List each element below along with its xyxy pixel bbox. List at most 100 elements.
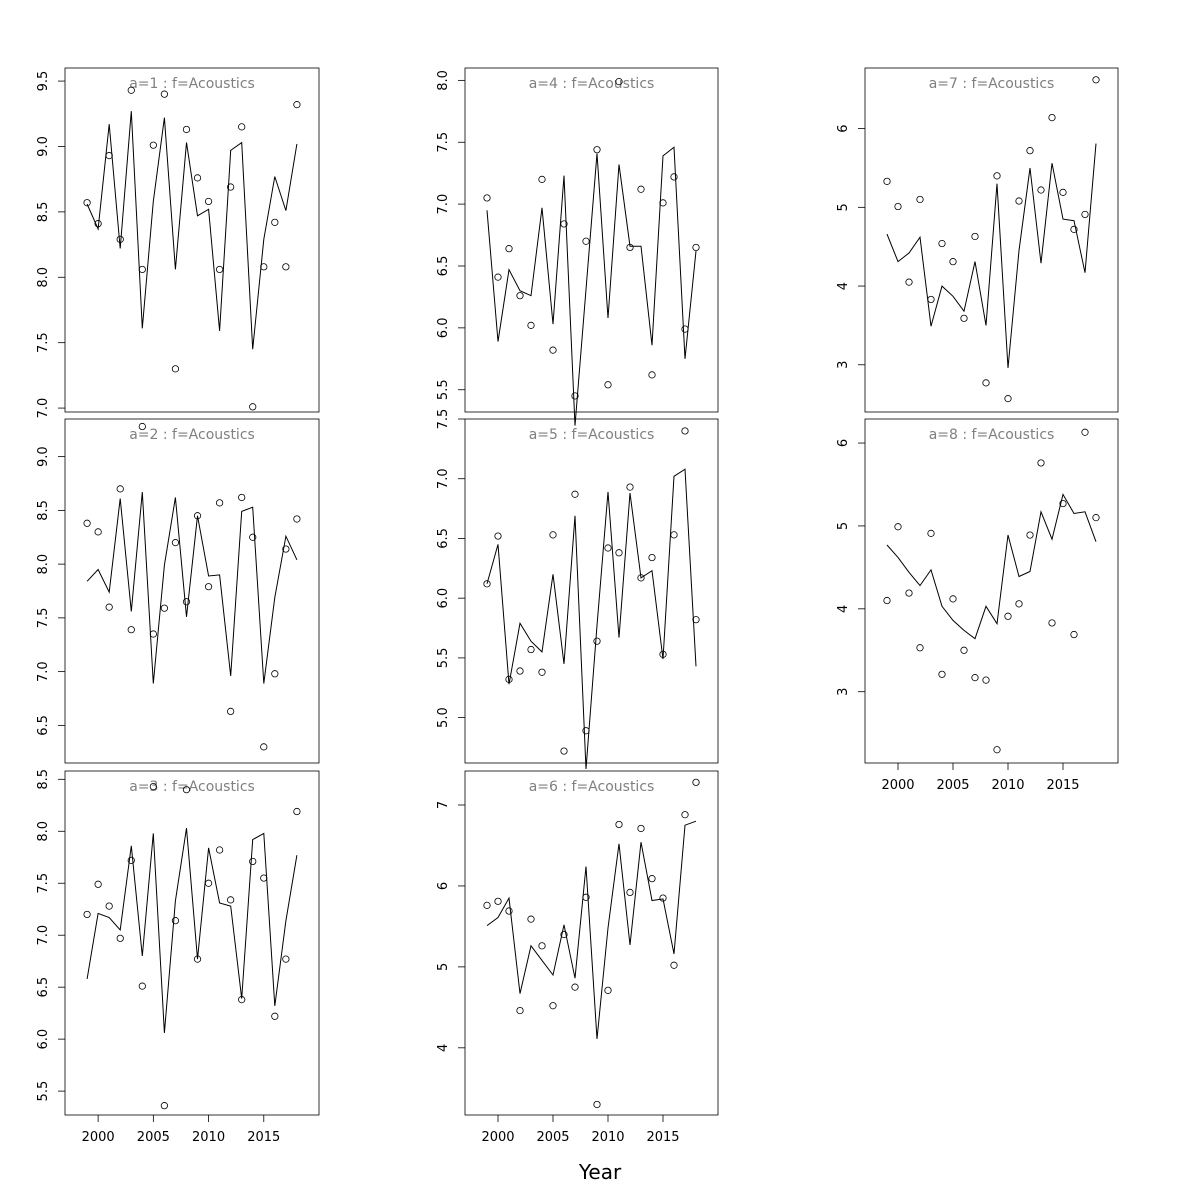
data-point (138, 982, 146, 990)
data-point (149, 630, 157, 638)
data-point (538, 175, 546, 183)
data-point (271, 670, 279, 678)
data-point (182, 125, 191, 134)
x-tick-label: 2015 (646, 1130, 679, 1145)
data-point (516, 292, 524, 300)
plot-frame (64, 418, 320, 764)
data-point (971, 232, 979, 241)
x-tick-label: 2005 (936, 778, 969, 793)
y-tick-label: 4 (836, 282, 851, 290)
data-point (94, 528, 102, 536)
y-tick-label: 8.0 (436, 70, 451, 91)
data-point (260, 874, 268, 882)
fitted-line (86, 111, 298, 350)
panel-title: a=8 : f=Acoustics (929, 427, 1055, 443)
y-tick-label: 5.5 (436, 648, 451, 669)
data-point (692, 243, 700, 252)
data-point (582, 727, 590, 735)
data-point (1004, 612, 1012, 620)
panel-title: a=7 : f=Acoustics (929, 76, 1055, 92)
data-point (883, 596, 891, 605)
x-tick-label: 2010 (591, 1130, 624, 1145)
data-point (626, 483, 634, 491)
data-point (549, 531, 557, 539)
y-tick-label: 6.0 (436, 588, 451, 609)
data-point (637, 574, 645, 582)
panel-title: a=1 : f=Acoustics (129, 76, 255, 92)
data-point (659, 650, 667, 658)
fitted-line (486, 820, 697, 1039)
data-point (516, 667, 524, 675)
data-point (659, 199, 667, 207)
data-point (648, 553, 656, 562)
plot-frame (864, 67, 1119, 413)
data-point (670, 961, 678, 969)
data-point (238, 123, 246, 131)
data-point (927, 529, 935, 537)
data-point (1092, 76, 1100, 84)
fitted-line (886, 493, 1097, 640)
data-point (505, 675, 513, 683)
x-axis-label: Year (578, 1160, 622, 1184)
y-tick-label: 7.0 (36, 398, 51, 419)
plot-frame (464, 67, 719, 413)
y-tick-label: 7.5 (36, 608, 51, 629)
x-tick-label: 2000 (82, 1130, 115, 1145)
panel-title: a=2 : f=Acoustics (129, 427, 255, 443)
data-point (692, 616, 700, 624)
data-point (260, 743, 268, 751)
data-point (83, 199, 91, 207)
data-point (1070, 630, 1078, 639)
y-tick-label: 5 (436, 963, 451, 971)
panel-1: a=1 : f=Acoustics 7.0 7.5 8.0 8.5 9.0 9.5 (36, 67, 320, 419)
data-point (1026, 147, 1034, 155)
y-tick-label: 4 (436, 1044, 451, 1052)
data-point (1081, 210, 1089, 219)
data-point (960, 646, 968, 654)
data-point (193, 512, 202, 520)
data-point (105, 902, 113, 910)
data-point (483, 580, 491, 588)
data-point (993, 746, 1001, 754)
data-point (249, 533, 257, 541)
data-point (905, 589, 913, 597)
panel-title: a=6 : f=Acoustics (529, 779, 655, 795)
y-tick-label: 7.5 (436, 132, 451, 153)
y-tick-label: 6 (836, 124, 851, 132)
data-point (105, 603, 113, 611)
data-point (204, 583, 213, 591)
y-tick-label: 7.5 (436, 409, 451, 430)
data-point (227, 707, 235, 716)
data-point (494, 897, 502, 905)
data-point (116, 485, 124, 493)
data-point (171, 365, 180, 373)
y-tick-label: 8.0 (36, 821, 51, 842)
data-point (637, 185, 645, 193)
data-point (571, 392, 579, 400)
data-point (1070, 225, 1078, 233)
data-point (282, 545, 290, 553)
data-point (1037, 459, 1045, 467)
data-point (1037, 186, 1045, 194)
data-point (960, 314, 968, 322)
panel-5: a=5 : f=Acoustics 5.0 5.5 6.0 6.5 7.0 7.5 (436, 409, 719, 770)
fitted-line (86, 492, 298, 684)
data-point (160, 604, 168, 612)
data-point (527, 915, 535, 923)
data-point (560, 220, 568, 228)
x-tick-label: 2010 (192, 1130, 225, 1145)
data-point (593, 146, 601, 154)
data-point (916, 644, 924, 652)
y-tick-label: 7.5 (36, 332, 51, 353)
data-point (560, 747, 568, 755)
data-point (615, 549, 623, 557)
data-point (216, 846, 224, 854)
data-point (138, 422, 146, 431)
data-point (593, 1100, 601, 1109)
data-point (238, 996, 246, 1004)
data-point (83, 519, 91, 527)
y-tick-label: 5.0 (436, 707, 451, 728)
data-point (149, 141, 157, 149)
data-point (637, 824, 645, 833)
data-point (282, 955, 290, 963)
